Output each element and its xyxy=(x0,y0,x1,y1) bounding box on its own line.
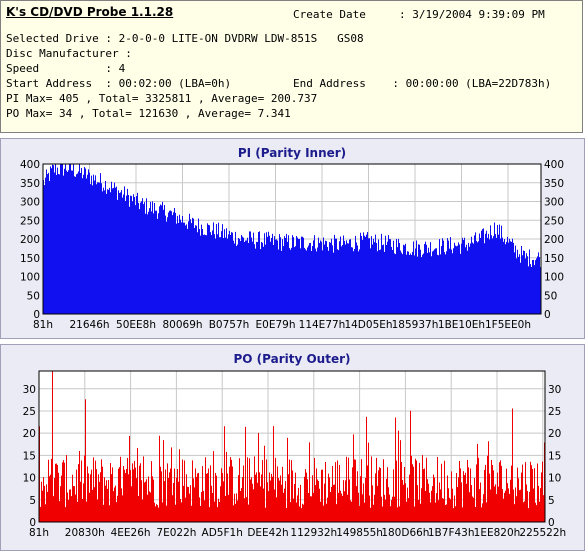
y-tick-label-right: 25 xyxy=(548,406,561,418)
app-title: K's CD/DVD Probe 1.1.28 xyxy=(6,5,174,19)
x-tick-label: 7E022h xyxy=(156,527,196,539)
x-tick-label: 81h xyxy=(29,527,49,539)
y-tick-label-right: 0 xyxy=(548,517,555,529)
y-tick-label-left: 250 xyxy=(20,215,40,227)
y-tick-label-left: 50 xyxy=(27,290,40,302)
y-tick-label-right: 150 xyxy=(544,253,564,265)
y-tick-label-right: 30 xyxy=(548,384,561,396)
speed: Speed : 4 xyxy=(6,62,126,75)
x-tick-label: 81h xyxy=(33,319,53,331)
x-tick-label: AD5F1h xyxy=(202,527,243,539)
plot-border xyxy=(42,163,542,315)
chart-title: PO (Parity Outer) xyxy=(233,352,350,366)
y-tick-label-right: 250 xyxy=(544,215,564,227)
x-tick-label: 1BE10Eh xyxy=(438,319,485,331)
x-tick-label: 21646h xyxy=(69,319,109,331)
y-tick-label-left: 400 xyxy=(20,159,40,171)
x-tick-label: 180D66h xyxy=(381,527,429,539)
y-tick-label-left: 5 xyxy=(29,495,36,507)
pi-chart: PI (Parity Inner) 0 0 50 50 100 100 150 150 200 20… xyxy=(20,146,564,331)
y-tick-label-right: 200 xyxy=(544,234,564,246)
y-tick-label-left: 200 xyxy=(20,234,40,246)
y-tick-label-right: 20 xyxy=(548,428,561,440)
x-tick-label: 1F5EE0h xyxy=(485,319,531,331)
x-tick-label: DEE42h xyxy=(247,527,288,539)
po-summary: PO Max= 34 , Total= 121630 , Average= 7.… xyxy=(6,107,291,120)
x-tick-label: 1B7F43h xyxy=(428,527,475,539)
x-tick-label: 185937h xyxy=(392,319,439,331)
x-tick-label: B0757h xyxy=(209,319,250,331)
y-tick-label-right: 100 xyxy=(544,272,564,284)
selected-drive: Selected Drive : 2-0-0-0 LITE-ON DVDRW L… xyxy=(6,32,364,45)
x-tick-label: 112932h xyxy=(290,527,337,539)
x-tick-label: 225522h xyxy=(519,527,566,539)
y-tick-label-right: 50 xyxy=(544,290,557,302)
y-tick-label-left: 30 xyxy=(23,384,36,396)
y-tick-label-left: 0 xyxy=(33,309,40,321)
chart-title: PI (Parity Inner) xyxy=(238,146,346,160)
x-tick-label: 149855h xyxy=(336,527,383,539)
x-tick-label: E0E79h xyxy=(256,319,296,331)
y-tick-label-right: 10 xyxy=(548,473,561,485)
x-tick-label: 80069h xyxy=(162,319,202,331)
pi-chart-panel: PI (Parity Inner) 0 0 50 50 100 100 150 150 200 20… xyxy=(0,138,585,339)
y-tick-label-right: 0 xyxy=(544,309,551,321)
info-panel: K's CD/DVD Probe 1.1.28 Create Date : 3/… xyxy=(0,0,583,133)
y-tick-label-left: 0 xyxy=(29,517,36,529)
x-tick-label: 1EE820h xyxy=(474,527,521,539)
end-address: End Address : 00:00:00 (LBA=22D783h) xyxy=(293,77,552,90)
x-tick-label: 114E77h xyxy=(299,319,346,331)
y-tick-label-left: 15 xyxy=(23,450,36,462)
y-tick-label-left: 25 xyxy=(23,406,36,418)
pi-summary: PI Max= 405 , Total= 3325811 , Average= … xyxy=(6,92,318,105)
disc-manufacturer: Disc Manufacturer : xyxy=(6,47,132,60)
x-tick-label: 50EE8h xyxy=(116,319,156,331)
x-tick-label: 14D05Eh xyxy=(344,319,392,331)
y-tick-label-left: 150 xyxy=(20,253,40,265)
create-date-value: : 3/19/2004 9:39:09 PM xyxy=(399,8,545,21)
y-tick-label-right: 5 xyxy=(548,495,555,507)
y-tick-label-left: 10 xyxy=(23,473,36,485)
y-tick-label-right: 350 xyxy=(544,178,564,190)
y-tick-label-left: 350 xyxy=(20,178,40,190)
plot-border xyxy=(38,370,546,523)
create-date-label: Create Date xyxy=(293,8,366,21)
x-tick-label: 20830h xyxy=(65,527,105,539)
x-tick-label: 4EE26h xyxy=(111,527,151,539)
po-chart: PO (Parity Outer) 0 0 5 5 10 10 15 15 20 20 25 25 30 3… xyxy=(23,352,567,539)
y-tick-label-right: 300 xyxy=(544,197,564,209)
start-address: Start Address : 00:02:00 (LBA=0h) xyxy=(6,77,232,90)
po-chart-panel: PO (Parity Outer) 0 0 5 5 10 10 15 15 20 20 25 25 30 3… xyxy=(0,344,585,551)
y-tick-label-right: 15 xyxy=(548,450,561,462)
y-tick-label-left: 300 xyxy=(20,197,40,209)
y-tick-label-left: 20 xyxy=(23,428,36,440)
y-tick-label-left: 100 xyxy=(20,272,40,284)
y-tick-label-right: 400 xyxy=(544,159,564,171)
